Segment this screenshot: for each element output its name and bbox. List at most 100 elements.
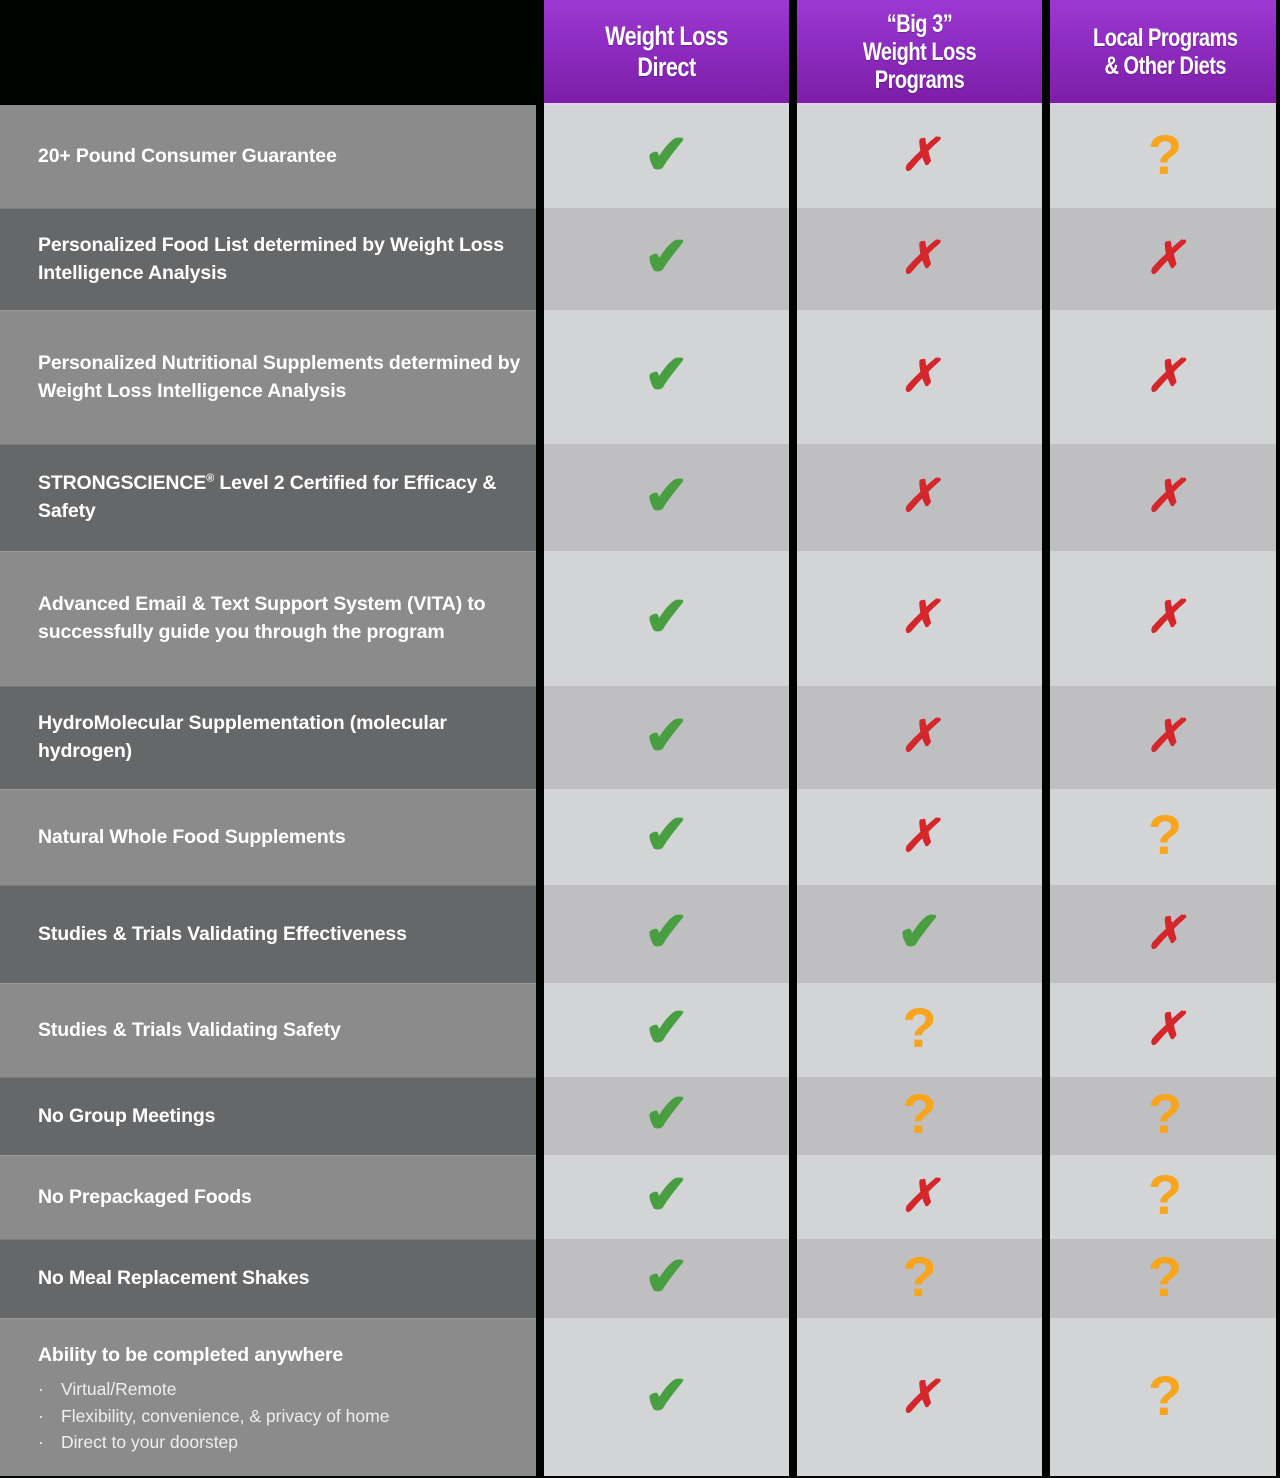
comparison-cell: ? [1050,1155,1280,1239]
feature-row-label: No Meal Replacement Shakes [0,1239,536,1318]
comparison-cell: ✔ [544,105,789,208]
bullet-dot-icon: · [38,1405,44,1426]
comparison-cell: ✗ [1050,551,1280,686]
check-icon: ✔ [642,704,691,767]
comparison-cell: ✔ [544,444,789,551]
question-icon: ? [1147,1163,1183,1226]
comparison-cell: ✗ [1050,310,1280,444]
data-column-big-3: ✗ ✗ ✗ ✗ ✗ ✗ ✗ ✔?? ✗? ✗ [797,105,1042,1478]
feature-label-text: Ability to be completed anywhere [38,1343,344,1366]
comparison-cell: ✗ [797,310,1042,444]
check-icon: ✔ [642,344,691,406]
cross-icon: ✗ [1146,350,1184,401]
table-bottom-edge [0,1476,1280,1478]
feature-bullet-item: · Direct to your doorstep [38,1429,536,1455]
comparison-cell: ✗ [1050,444,1280,551]
comparison-cell: ✔ [544,1155,789,1239]
column-header-label: Weight Loss Direct [605,21,728,82]
check-icon: ✔ [642,123,691,186]
check-icon: ✔ [642,1245,691,1308]
check-icon: ✔ [642,585,691,648]
comparison-cell: ✗ [797,789,1042,885]
table-right-edge [1276,0,1280,1478]
question-icon: ? [1147,803,1183,866]
comparison-cell: ✔ [544,1077,789,1155]
check-icon: ✔ [895,901,944,963]
column-divider-0 [536,0,544,1478]
data-column-local-programs: ? ✗ ✗ ✗ ✗ ✗? ✗ ✗???? [1050,105,1280,1478]
column-header-local-programs: Local Programs & Other Diets [1050,0,1280,105]
comparison-cell: ✗ [797,105,1042,208]
feature-row-label: Ability to be completed anywhere · Virtual… [0,1318,536,1478]
cross-icon: ✗ [900,1371,939,1422]
feature-row-label: Advanced Email & Text Support System (VI… [0,551,536,686]
feature-label-text: Natural Whole Food Supplements [38,825,346,848]
cross-icon: ✗ [900,711,939,761]
cross-icon: ✗ [1146,232,1184,283]
question-icon: ? [1147,122,1183,186]
feature-label-text: Advanced Email & Text Support System (VI… [38,593,486,643]
check-icon: ✔ [642,1164,691,1226]
comparison-cell: ✔ [544,885,789,983]
question-icon: ? [1147,1082,1183,1145]
question-icon: ? [1147,1244,1183,1308]
comparison-cell: ✗ [1050,983,1280,1077]
check-icon: ✔ [642,1365,691,1427]
feature-row-label: STRONGSCIENCE® Level 2 Certified for Eff… [0,444,536,551]
column-header-weight-loss-direct: Weight Loss Direct [544,0,789,105]
feature-row-label: HydroMolecular Supplementation (molecula… [0,686,536,789]
cross-icon: ✗ [1146,907,1184,958]
feature-label-text: Studies & Trials Validating Effectivenes… [38,922,407,945]
bullet-dot-icon: · [38,1379,44,1400]
registered-trademark-superscript: ® [206,472,215,485]
comparison-cell: ✗ [1050,885,1280,983]
feature-row-label: Studies & Trials Validating Effectivenes… [0,885,536,983]
check-icon: ✔ [642,464,691,527]
comparison-cell: ? [1050,789,1280,885]
comparison-cell: ✗ [797,444,1042,551]
comparison-cell: ✔ [544,983,789,1077]
comparison-cell: ? [1050,1077,1280,1155]
column-header-label: Local Programs & Other Diets [1092,23,1238,80]
cross-icon: ✗ [900,592,939,642]
comparison-cell: ✔ [544,1318,789,1478]
feature-label-column: 20+ Pound Consumer Guarantee Personalized… [0,105,536,1478]
feature-label-text: No Meal Replacement Shakes [38,1267,310,1290]
question-icon: ? [902,1082,937,1145]
feature-row-label: Personalized Food List determined by Wei… [0,208,536,310]
comparison-cell: ? [797,1239,1042,1318]
feature-bullet-item: · Virtual/Remote [38,1376,536,1402]
comparison-cell: ✔ [544,208,789,310]
cross-icon: ✗ [900,1170,939,1221]
cross-icon: ✗ [900,232,939,283]
cross-icon: ✗ [900,350,939,401]
feature-bullet-text: Virtual/Remote [61,1379,177,1400]
comparison-cell: ✗ [1050,686,1280,789]
feature-bullet-text: Flexibility, convenience, & privacy of h… [61,1405,390,1426]
column-header-big-3: “Big 3” Weight Loss Programs [797,0,1042,105]
comparison-cell: ? [797,1077,1042,1155]
check-icon: ✔ [642,901,691,963]
cross-icon: ✗ [1146,592,1184,642]
check-icon: ✔ [642,1083,691,1145]
feature-label-text: No Prepackaged Foods [38,1185,252,1208]
question-icon: ? [1147,1364,1183,1427]
feature-row-label: Studies & Trials Validating Safety [0,983,536,1077]
comparison-cell: ✗ [797,686,1042,789]
cross-icon: ✗ [900,130,939,180]
feature-label-text: Personalized Nutritional Supplements det… [38,351,521,402]
comparison-cell: ✔ [544,551,789,686]
cross-icon: ✗ [900,810,939,861]
comparison-cell: ✔ [544,789,789,885]
feature-row-label: No Prepackaged Foods [0,1155,536,1239]
question-icon: ? [902,1244,937,1308]
data-column-weight-loss-direct: ✔ ✔ ✔ ✔ ✔ ✔ ✔ ✔ ✔ ✔ ✔ ✔ ✔ [544,105,789,1478]
comparison-cell: ✗ [797,551,1042,686]
feature-label-text: Personalized Food List determined by Wei… [38,233,504,284]
cross-icon: ✗ [1146,471,1184,521]
feature-row-label: Natural Whole Food Supplements [0,789,536,885]
feature-label-text: STRONGSCIENCE® Level 2 Certified for Eff… [38,472,497,522]
feature-label-text: HydroMolecular Supplementation (molecula… [38,712,447,762]
feature-bullet-list: · Virtual/Remote · Flexibility, convenience… [38,1376,536,1455]
comparison-cell: ✗ [1050,208,1280,310]
